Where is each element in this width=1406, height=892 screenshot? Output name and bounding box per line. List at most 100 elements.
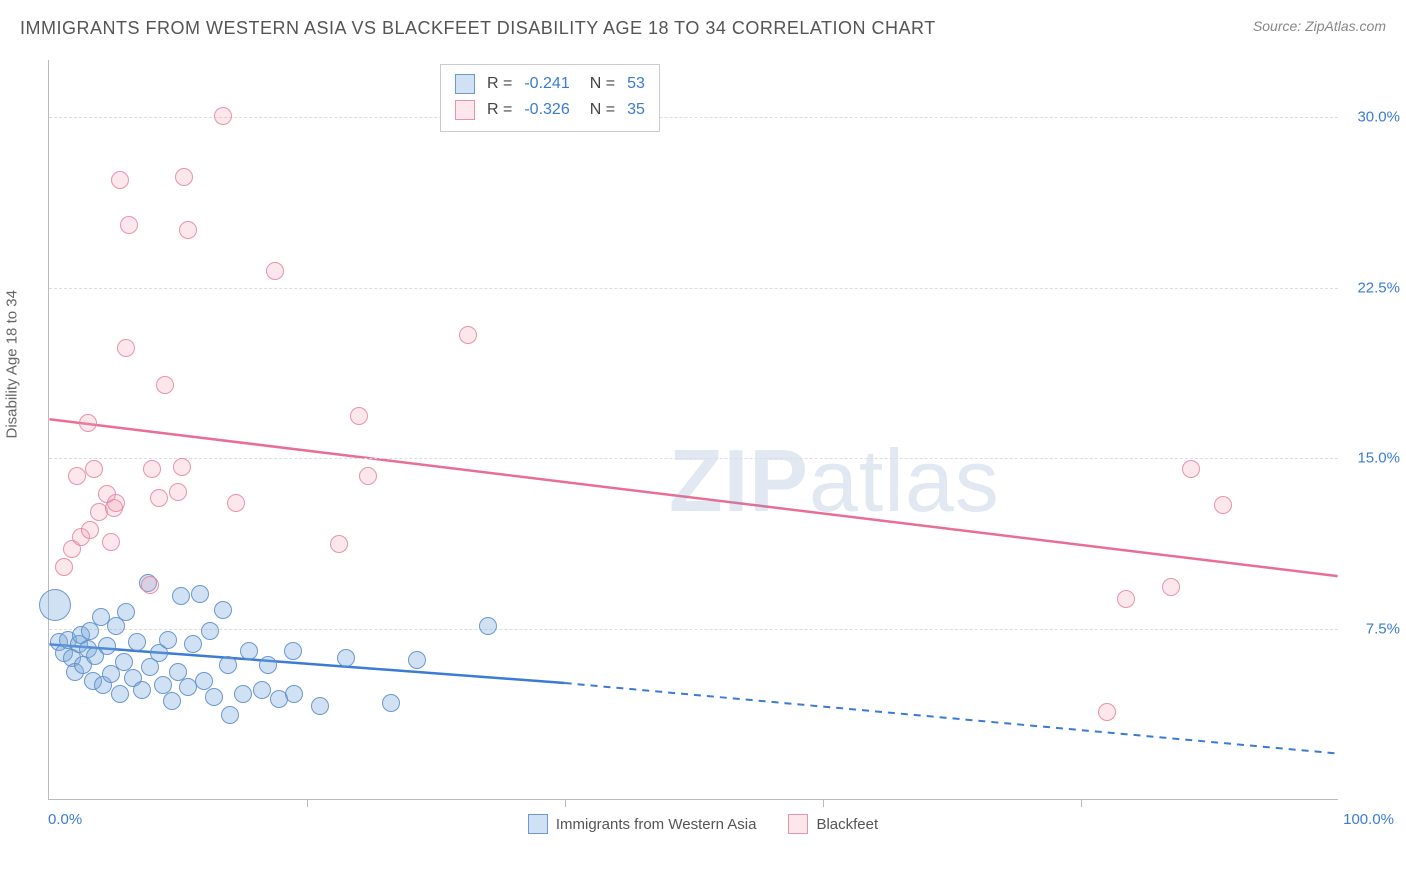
data-point bbox=[133, 681, 151, 699]
n-value: 53 bbox=[627, 71, 645, 97]
source-label: Source: bbox=[1253, 18, 1305, 34]
data-point bbox=[191, 585, 209, 603]
legend-label: Blackfeet bbox=[816, 816, 878, 833]
plot-area: ZIPatlas 7.5%15.0%22.5%30.0% bbox=[48, 60, 1338, 800]
data-point bbox=[221, 706, 239, 724]
data-point bbox=[201, 622, 219, 640]
data-point bbox=[117, 603, 135, 621]
data-point bbox=[195, 672, 213, 690]
data-point bbox=[81, 521, 99, 539]
r-label: R = bbox=[487, 71, 512, 97]
watermark-part1: ZIP bbox=[669, 431, 809, 530]
data-point bbox=[79, 414, 97, 432]
n-label: N = bbox=[590, 97, 615, 123]
data-point bbox=[169, 483, 187, 501]
legend-swatch bbox=[528, 814, 548, 834]
x-tick bbox=[823, 799, 824, 807]
legend-swatch bbox=[455, 74, 475, 94]
data-point bbox=[128, 633, 146, 651]
n-value: 35 bbox=[627, 97, 645, 123]
chart-title: IMMIGRANTS FROM WESTERN ASIA VS BLACKFEE… bbox=[20, 18, 936, 39]
data-point bbox=[172, 587, 190, 605]
y-tick-label: 15.0% bbox=[1357, 450, 1400, 467]
data-point bbox=[1117, 590, 1135, 608]
gridline bbox=[49, 629, 1338, 630]
data-point bbox=[219, 656, 237, 674]
legend-item: Immigrants from Western Asia bbox=[528, 814, 757, 834]
data-point bbox=[1214, 496, 1232, 514]
trendline-extrapolated bbox=[565, 683, 1338, 753]
source-attribution: Source: ZipAtlas.com bbox=[1253, 18, 1386, 34]
source-name: ZipAtlas.com bbox=[1305, 18, 1386, 34]
legend-stats-box: R = -0.241 N = 53R = -0.326 N = 35 bbox=[440, 64, 660, 132]
legend-label: Immigrants from Western Asia bbox=[556, 816, 757, 833]
data-point bbox=[408, 651, 426, 669]
data-point bbox=[102, 533, 120, 551]
gridline bbox=[49, 117, 1338, 118]
data-point bbox=[234, 685, 252, 703]
x-axis-min-label: 0.0% bbox=[48, 811, 82, 828]
data-point bbox=[179, 221, 197, 239]
data-point bbox=[205, 688, 223, 706]
data-point bbox=[175, 168, 193, 186]
y-axis-label: Disability Age 18 to 34 bbox=[4, 290, 21, 438]
y-tick-label: 22.5% bbox=[1357, 279, 1400, 296]
chart-header: IMMIGRANTS FROM WESTERN ASIA VS BLACKFEE… bbox=[20, 18, 1386, 39]
data-point bbox=[479, 617, 497, 635]
legend-item: Blackfeet bbox=[788, 814, 878, 834]
data-point bbox=[284, 642, 302, 660]
data-point bbox=[150, 489, 168, 507]
data-point bbox=[350, 407, 368, 425]
x-tick bbox=[1081, 799, 1082, 807]
x-tick bbox=[307, 799, 308, 807]
data-point bbox=[359, 467, 377, 485]
data-point bbox=[1182, 460, 1200, 478]
y-tick-label: 30.0% bbox=[1357, 108, 1400, 125]
data-point bbox=[459, 326, 477, 344]
data-point bbox=[163, 692, 181, 710]
gridline bbox=[49, 458, 1338, 459]
data-point bbox=[98, 637, 116, 655]
x-axis-max-label: 100.0% bbox=[1343, 811, 1394, 828]
data-point bbox=[214, 107, 232, 125]
data-point bbox=[1162, 578, 1180, 596]
data-point bbox=[382, 694, 400, 712]
data-point bbox=[85, 460, 103, 478]
data-point bbox=[107, 494, 125, 512]
data-point bbox=[55, 558, 73, 576]
data-point bbox=[111, 171, 129, 189]
x-tick bbox=[565, 799, 566, 807]
y-tick-label: 7.5% bbox=[1366, 621, 1400, 638]
data-point bbox=[120, 216, 138, 234]
data-point bbox=[169, 663, 187, 681]
legend-swatch bbox=[788, 814, 808, 834]
data-point bbox=[337, 649, 355, 667]
data-point bbox=[214, 601, 232, 619]
data-point bbox=[111, 685, 129, 703]
gridline bbox=[49, 288, 1338, 289]
legend-series: Immigrants from Western Asia Blackfeet bbox=[0, 814, 1406, 834]
data-point bbox=[266, 262, 284, 280]
data-point bbox=[68, 467, 86, 485]
data-point bbox=[330, 535, 348, 553]
data-point bbox=[1098, 703, 1116, 721]
data-point bbox=[240, 642, 258, 660]
r-value: -0.326 bbox=[524, 97, 569, 123]
legend-stats-row: R = -0.326 N = 35 bbox=[455, 97, 645, 123]
data-point bbox=[141, 576, 159, 594]
data-point bbox=[117, 339, 135, 357]
data-point bbox=[184, 635, 202, 653]
data-point bbox=[259, 656, 277, 674]
watermark: ZIPatlas bbox=[669, 430, 1000, 532]
r-value: -0.241 bbox=[524, 71, 569, 97]
legend-swatch bbox=[455, 100, 475, 120]
data-point bbox=[159, 631, 177, 649]
data-point bbox=[285, 685, 303, 703]
r-label: R = bbox=[487, 97, 512, 123]
legend-stats-row: R =-0.241N =53 bbox=[455, 71, 645, 97]
data-point bbox=[156, 376, 174, 394]
data-point bbox=[39, 589, 71, 621]
data-point bbox=[227, 494, 245, 512]
data-point bbox=[253, 681, 271, 699]
data-point bbox=[311, 697, 329, 715]
